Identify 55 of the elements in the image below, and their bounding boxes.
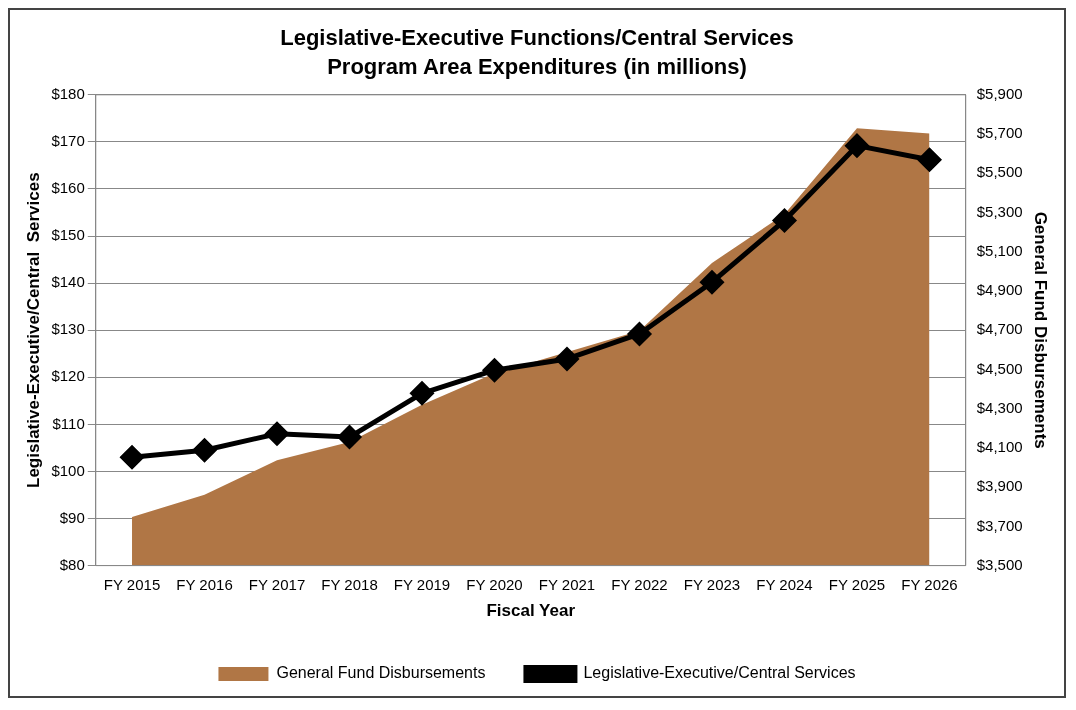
chart-subtitle: Program Area Expenditures (in millions) [327,53,747,79]
y2-tick-label: $5,900 [976,84,1023,102]
x-tick-label: FY 2019 [393,575,451,593]
point [772,209,796,232]
y2-tick-label: $4,900 [976,281,1023,299]
x-tick-label: FY 2018 [321,575,378,593]
y2-tick-label: $4,100 [976,438,1023,456]
point [555,347,579,371]
x-tick-label: FY 2021 [538,575,596,593]
y-tick-label: $130 [51,320,85,338]
x-tick-label: FY 2023 [683,575,741,593]
legend-label: Legislative-Executive/Central Services [583,664,856,682]
y2-tick-label: $5,300 [976,202,1023,220]
x-tick-label: FY 2024 [756,575,813,593]
y2-tick-label: $5,100 [976,241,1023,259]
x-tick-label: FY 2025 [828,575,886,593]
x-tick-label: FY 2015 [103,575,161,593]
point [338,425,362,449]
point [193,438,217,462]
x-tick-label: FY 2016 [176,575,233,593]
point [700,270,724,294]
x-tick-label: FY 2020 [466,575,523,593]
y-tick-label: $110 [52,414,85,432]
point [917,148,941,172]
point [483,358,506,382]
y2-tick-label: $5,700 [976,124,1023,142]
y2-axis-title: General Fund Disbursements [1031,211,1051,449]
y-tick-label: $90 [59,508,85,526]
legend-label: General Fund Disbursements [276,664,486,682]
x-axis-title: Fiscal Year [486,601,576,621]
x-tick-label: FY 2022 [611,575,668,593]
point [627,322,651,346]
y-tick-label: $180 [51,84,85,102]
point [120,445,144,469]
point [410,381,434,405]
y-tick-label: $160 [51,179,85,197]
point [265,422,289,446]
y-tick-label: $80 [59,555,85,573]
y2-tick-label: $4,500 [976,359,1023,377]
chart-title: Legislative-Executive Functions/Central Services [280,25,794,51]
x-tick-label: FY 2026 [901,575,958,593]
x-tick-label: FY 2017 [248,575,306,593]
y2-tick-label: $5,500 [976,163,1023,181]
y2-tick-label: $3,900 [976,477,1023,495]
y-tick-label: $140 [51,273,85,291]
y2-tick-label: $3,500 [976,555,1023,573]
y-tick-label: $120 [51,367,85,385]
point [845,134,869,158]
y-tick-label: $150 [51,226,85,244]
y2-tick-label: $4,700 [976,320,1023,338]
y2-tick-label: $4,300 [976,398,1023,416]
y-tick-label: $100 [51,461,85,479]
y-tick-label: $170 [51,132,85,150]
y-axis-title: Legislative-Executive/Central Services [23,172,43,488]
y2-tick-label: $3,700 [976,516,1023,534]
